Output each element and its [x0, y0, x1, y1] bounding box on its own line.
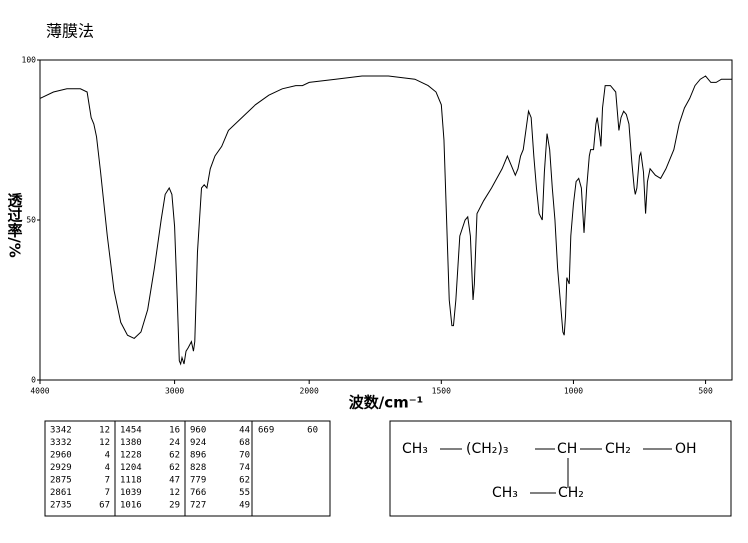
peak-wavenumber: 1204 — [120, 463, 142, 473]
peak-transmittance: 49 — [239, 501, 250, 511]
peak-transmittance: 12 — [169, 488, 180, 498]
structure-group: CH₃ — [492, 485, 518, 501]
peak-transmittance: 62 — [169, 463, 180, 473]
peak-wavenumber: 896 — [190, 451, 206, 461]
structure-group: CH₂ — [558, 485, 584, 501]
structure-group: CH — [557, 441, 577, 457]
chart-title: 薄膜法 — [46, 22, 94, 41]
peak-transmittance: 60 — [307, 426, 318, 436]
x-axis-label: 波数/cm⁻¹ — [349, 394, 424, 412]
peak-transmittance: 12 — [99, 426, 110, 436]
peak-wavenumber: 828 — [190, 463, 206, 473]
peak-wavenumber: 1380 — [120, 438, 142, 448]
structure-group: CH₂ — [605, 441, 631, 457]
peak-transmittance: 29 — [169, 501, 180, 511]
peak-wavenumber: 2875 — [50, 476, 72, 486]
peak-wavenumber: 1016 — [120, 501, 142, 511]
peak-wavenumber: 766 — [190, 488, 206, 498]
peak-transmittance: 74 — [239, 463, 250, 473]
peak-wavenumber: 779 — [190, 476, 206, 486]
peak-transmittance: 62 — [239, 476, 250, 486]
x-tick-label: 4000 — [30, 387, 49, 396]
x-tick-label: 1000 — [564, 387, 583, 396]
structure-frame — [389, 420, 732, 517]
peak-wavenumber: 2735 — [50, 501, 72, 511]
peak-transmittance: 12 — [99, 438, 110, 448]
y-tick-label: 0 — [31, 376, 36, 385]
x-tick-label: 1500 — [432, 387, 451, 396]
structure-group: CH₃ — [402, 441, 428, 457]
peak-transmittance: 7 — [105, 476, 110, 486]
peak-transmittance: 67 — [99, 501, 110, 511]
bonds — [440, 448, 672, 494]
structure-group: (CH₂)₃ — [466, 441, 508, 457]
peak-wavenumber: 924 — [190, 438, 206, 448]
peak-transmittance: 4 — [105, 463, 110, 473]
y-tick-label: 100 — [22, 56, 37, 65]
peak-table-frame — [44, 420, 331, 517]
peak-wavenumber: 727 — [190, 501, 206, 511]
peak-wavenumber: 3332 — [50, 438, 72, 448]
peak-transmittance: 70 — [239, 451, 250, 461]
peak-transmittance: 7 — [105, 488, 110, 498]
peak-wavenumber: 669 — [258, 426, 274, 436]
peak-wavenumber: 960 — [190, 426, 206, 436]
peak-transmittance: 44 — [239, 426, 250, 436]
y-axis-label: 透过率/% — [6, 192, 24, 258]
peak-wavenumber: 1228 — [120, 451, 142, 461]
peak-transmittance: 47 — [169, 476, 180, 486]
x-tick-label: 500 — [698, 387, 713, 396]
peak-transmittance: 24 — [169, 438, 180, 448]
plot-frame — [39, 59, 733, 381]
x-tick-label: 2000 — [300, 387, 319, 396]
peak-transmittance: 16 — [169, 426, 180, 436]
x-tick-label: 3000 — [165, 387, 184, 396]
peak-transmittance: 4 — [105, 451, 110, 461]
peak-wavenumber: 2960 — [50, 451, 72, 461]
peak-transmittance: 62 — [169, 451, 180, 461]
structure-group: OH — [675, 441, 697, 457]
peak-wavenumber: 1039 — [120, 488, 142, 498]
peak-wavenumber: 2861 — [50, 488, 72, 498]
y-tick-label: 50 — [26, 216, 36, 225]
peak-wavenumber: 3342 — [50, 426, 72, 436]
peak-wavenumber: 1454 — [120, 426, 142, 436]
peak-wavenumber: 1118 — [120, 476, 142, 486]
peak-transmittance: 68 — [239, 438, 250, 448]
peak-transmittance: 55 — [239, 488, 250, 498]
spectrum-line — [39, 75, 732, 366]
peak-wavenumber: 2929 — [50, 463, 72, 473]
